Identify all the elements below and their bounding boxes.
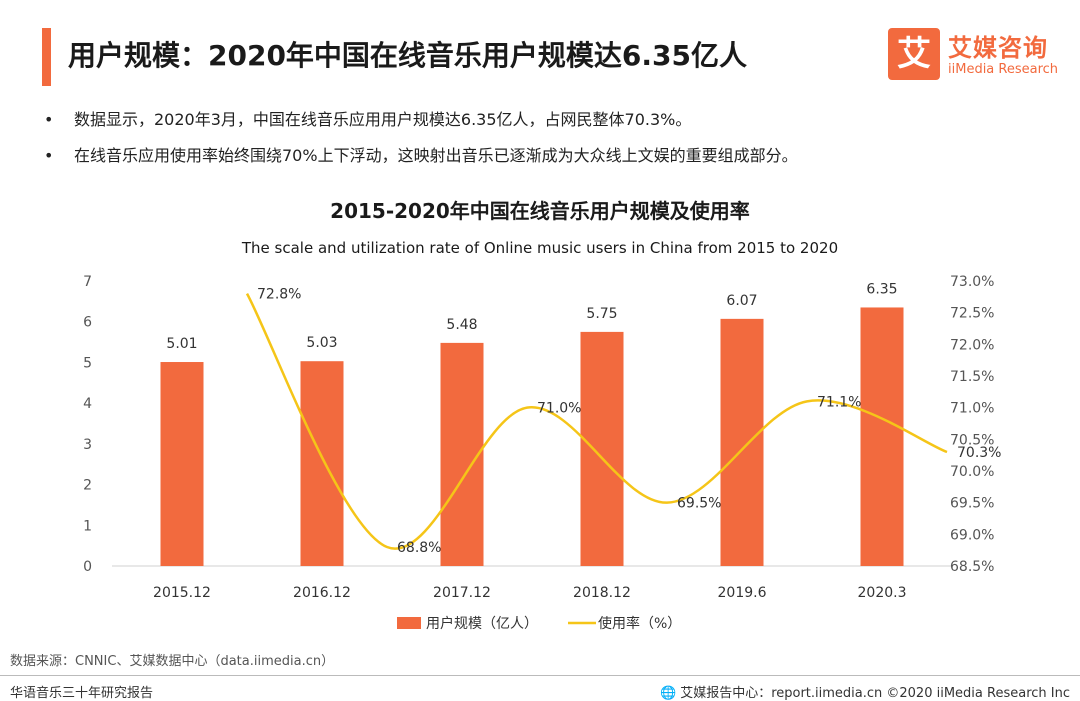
brand-logo: 艾 艾媒咨询 iiMedia Research [888,28,1068,80]
x-tick-label: 2018.12 [573,585,631,601]
y-right-tick-label: 70.5% [950,432,994,448]
x-tick-label: 2017.12 [433,585,491,601]
legend-bar-label: 用户规模（亿人） [426,615,538,632]
logo-en-text: iiMedia Research [948,62,1059,77]
globe-icon: 🌐 [660,686,677,701]
bullet-item: • 数据显示，2020年3月，中国在线音乐应用用户规模达6.35亿人，占网民整体… [44,108,798,144]
bar-user-scale [860,307,904,566]
chart-title: 2015-2020年中国在线音乐用户规模及使用率 [330,199,750,223]
footer-credit-text: 艾媒报告中心：report.iimedia.cn ©2020 iiMedia R… [680,686,1070,701]
line-point-label: 69.5% [677,496,721,512]
line-point-label: 70.3% [957,445,1001,461]
bar-value-label: 5.48 [446,317,477,333]
footer-report-name: 华语音乐三十年研究报告 [10,686,154,701]
bullet-dot: • [44,110,54,129]
line-point-label: 68.8% [397,540,441,556]
x-tick-label: 2016.12 [293,585,351,601]
y-right-tick-label: 71.0% [950,401,994,417]
y-left-tick-label: 6 [83,315,92,331]
x-tick-label: 2015.12 [153,585,211,601]
chart-subtitle: The scale and utilization rate of Online… [241,239,838,257]
bar-value-label: 5.03 [306,335,337,351]
page-title: 用户规模：2020年中国在线音乐用户规模达6.35亿人 [68,39,748,72]
bullet-list: • 数据显示，2020年3月，中国在线音乐应用用户规模达6.35亿人，占网民整体… [44,108,798,180]
footer-credit: 🌐 艾媒报告中心：report.iimedia.cn ©2020 iiMedia … [660,682,1070,701]
y-right-tick-label: 72.5% [950,306,994,322]
x-tick-label: 2019.6 [718,585,767,601]
bar-value-label: 6.07 [726,293,757,309]
title-accent-bar [42,28,51,86]
y-right-tick-label: 71.5% [950,369,994,385]
bullet-text: 在线音乐应用使用率始终围绕70%上下浮动，这映射出音乐已逐渐成为大众线上文娱的重… [74,146,798,165]
y-left-tick-label: 4 [83,396,92,412]
line-point-label: 71.0% [537,401,581,417]
chart-legend: 用户规模（亿人） 使用率（%） [397,615,681,632]
y-left-tick-label: 2 [83,478,92,494]
line-point-label: 72.8% [257,287,301,303]
bar-user-scale [720,318,764,566]
bullet-text: 数据显示，2020年3月，中国在线音乐应用用户规模达6.35亿人，占网民整体70… [74,110,692,129]
data-source: 数据来源：CNNIC、艾媒数据中心（data.iimedia.cn） [10,654,335,669]
bullet-item: • 在线音乐应用使用率始终围绕70%上下浮动，这映射出音乐已逐渐成为大众线上文娱… [44,144,798,180]
y-right-tick-label: 73.0% [950,274,994,290]
bar-value-label: 5.01 [166,336,197,352]
logo-icon: 艾 [888,28,940,80]
footer-divider [0,675,1080,676]
axes-layer: 0 1 2 3 4 5 6 7 68.5% 69.0% 69.5% 70.0% 70.5% 71.0% 71… [83,274,994,601]
y-left-tick-label: 0 [83,559,92,575]
bar-value-label: 6.35 [866,281,897,297]
y-right-tick-label: 72.0% [950,337,994,353]
usage-rate-line [245,293,948,550]
bars-layer: 5.01 5.03 5.48 5.75 6.07 6.35 [160,281,904,566]
bar-user-scale [160,362,204,566]
y-left-tick-label: 1 [83,518,92,534]
y-right-tick-label: 69.0% [950,527,994,543]
y-right-tick-label: 68.5% [950,559,994,575]
bullet-dot: • [44,146,54,165]
x-tick-label: 2020.3 [858,585,907,601]
bar-user-scale [300,361,344,566]
y-left-tick-label: 5 [83,355,92,371]
y-left-tick-label: 7 [83,274,92,290]
bar-user-scale [440,342,484,566]
y-right-tick-label: 70.0% [950,464,994,480]
bar-value-label: 5.75 [586,306,617,322]
line-layer: 72.8% 68.8% 71.0% 69.5% 71.1% 70.3% [245,287,1001,556]
line-point-label: 71.1% [817,394,861,410]
bar-user-scale [580,331,624,566]
logo-cn-text: 艾媒咨询 [948,34,1048,62]
legend-line-label: 使用率（%） [598,615,681,632]
legend-bar-swatch [397,617,421,629]
y-right-tick-label: 69.5% [950,496,994,512]
y-left-tick-label: 3 [83,437,92,453]
